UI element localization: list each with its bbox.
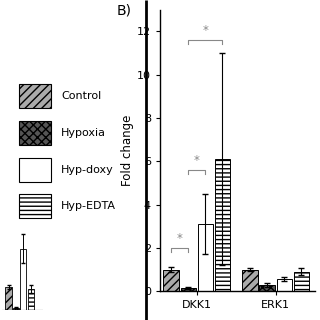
Bar [164, 269, 179, 291]
Y-axis label: Fold change: Fold change [121, 115, 134, 186]
Text: Hyp-EDTA: Hyp-EDTA [61, 201, 116, 212]
Bar [198, 224, 213, 291]
Text: B): B) [116, 4, 132, 18]
Text: *: * [177, 232, 183, 245]
Bar [243, 269, 258, 291]
Bar [19, 84, 51, 108]
Bar [260, 285, 275, 291]
Bar [5, 287, 12, 310]
Bar [215, 159, 230, 291]
Text: Hypoxia: Hypoxia [61, 128, 106, 138]
Bar [276, 279, 292, 291]
Bar [19, 195, 51, 219]
Text: Control: Control [61, 91, 101, 101]
Bar [19, 121, 51, 145]
Bar [13, 308, 19, 310]
Bar [180, 288, 196, 291]
Bar [28, 289, 34, 310]
Text: *: * [203, 24, 208, 37]
Text: *: * [194, 154, 200, 167]
Bar [20, 249, 27, 310]
Text: Hyp-doxy: Hyp-doxy [61, 164, 114, 175]
Bar [19, 158, 51, 181]
Bar [294, 272, 309, 291]
